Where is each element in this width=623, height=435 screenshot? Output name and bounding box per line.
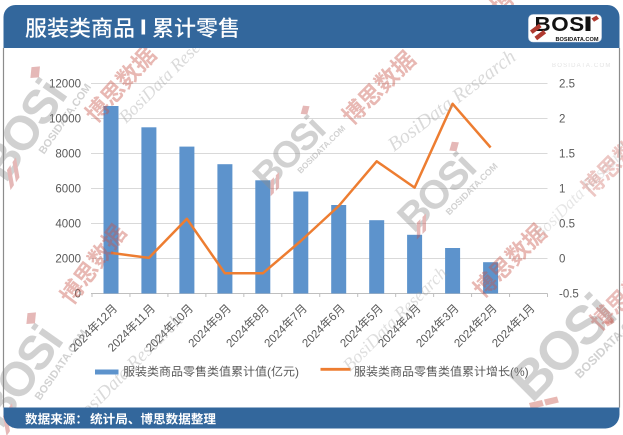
svg-text:4000: 4000 (55, 219, 81, 231)
svg-text:(%): (%) (510, 365, 529, 379)
svg-text:0: 0 (75, 289, 81, 301)
svg-text:BOS: BOS (535, 14, 585, 36)
svg-text:12000: 12000 (49, 79, 81, 91)
svg-text:10000: 10000 (49, 114, 81, 126)
svg-text:0.5: 0.5 (559, 219, 575, 231)
svg-text:2000: 2000 (55, 254, 81, 266)
svg-text:8000: 8000 (55, 149, 81, 161)
svg-text:-0.5: -0.5 (559, 289, 579, 301)
svg-text:(: ( (267, 365, 271, 379)
svg-text:): ) (295, 365, 299, 379)
svg-text:2: 2 (559, 114, 565, 126)
svg-text:1.5: 1.5 (559, 149, 575, 161)
svg-text:2.5: 2.5 (559, 79, 575, 91)
svg-text:6000: 6000 (55, 184, 81, 196)
svg-text:BOSIDATA.COM: BOSIDATA.COM (552, 63, 612, 69)
svg-text:BOSIDATA.COM: BOSIDATA.COM (556, 37, 599, 43)
svg-text:1: 1 (559, 184, 565, 196)
svg-text:0: 0 (559, 254, 565, 266)
